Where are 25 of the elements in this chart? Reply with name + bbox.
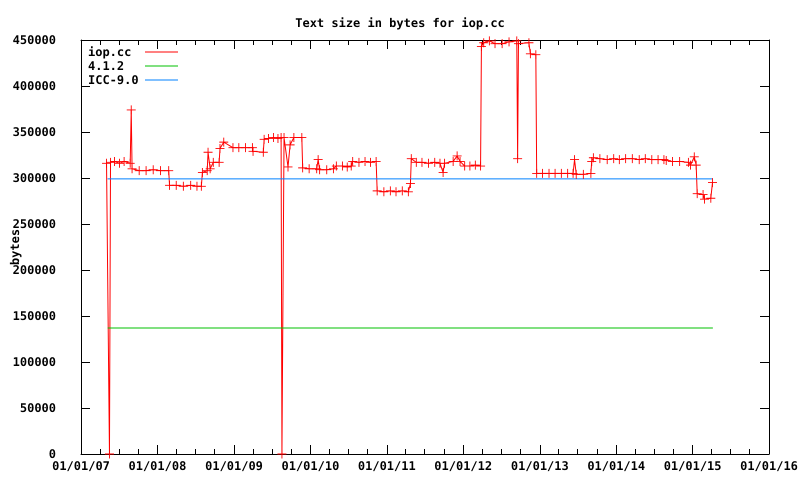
- x-tick-label: 01/01/12: [434, 459, 492, 473]
- y-tick-label: 400000: [12, 79, 56, 93]
- x-tick-label: 01/01/07: [52, 459, 110, 473]
- legend-label: 4.1.2: [88, 59, 124, 73]
- chart-title: Text size in bytes for iop.cc: [295, 16, 505, 30]
- y-tick-label: 350000: [12, 125, 56, 139]
- y-axis-title: bytes: [8, 228, 22, 266]
- y-tick-label: 250000: [12, 217, 56, 231]
- legend-label: iop.cc: [88, 45, 132, 59]
- x-tick-label: 01/01/13: [510, 459, 569, 473]
- x-tick-label: 01/01/14: [587, 459, 646, 473]
- y-tick-label: 100000: [12, 355, 56, 369]
- x-tick-label: 01/01/09: [205, 459, 263, 473]
- x-tick-label: 01/01/10: [282, 459, 340, 473]
- x-tick-label: 01/01/08: [128, 459, 186, 473]
- y-tick-label: 200000: [12, 263, 56, 277]
- y-tick-label: 450000: [12, 33, 56, 47]
- y-tick-label: 150000: [12, 309, 56, 323]
- x-tick-label: 01/01/11: [358, 459, 416, 473]
- x-tick-label: 01/01/15: [664, 459, 722, 473]
- legend-label: ICC-9.0: [88, 73, 139, 87]
- x-tick-label: 01/01/16: [740, 459, 798, 473]
- y-tick-label: 0: [48, 447, 56, 461]
- y-tick-label: 300000: [12, 171, 56, 185]
- y-tick-label: 50000: [20, 401, 56, 415]
